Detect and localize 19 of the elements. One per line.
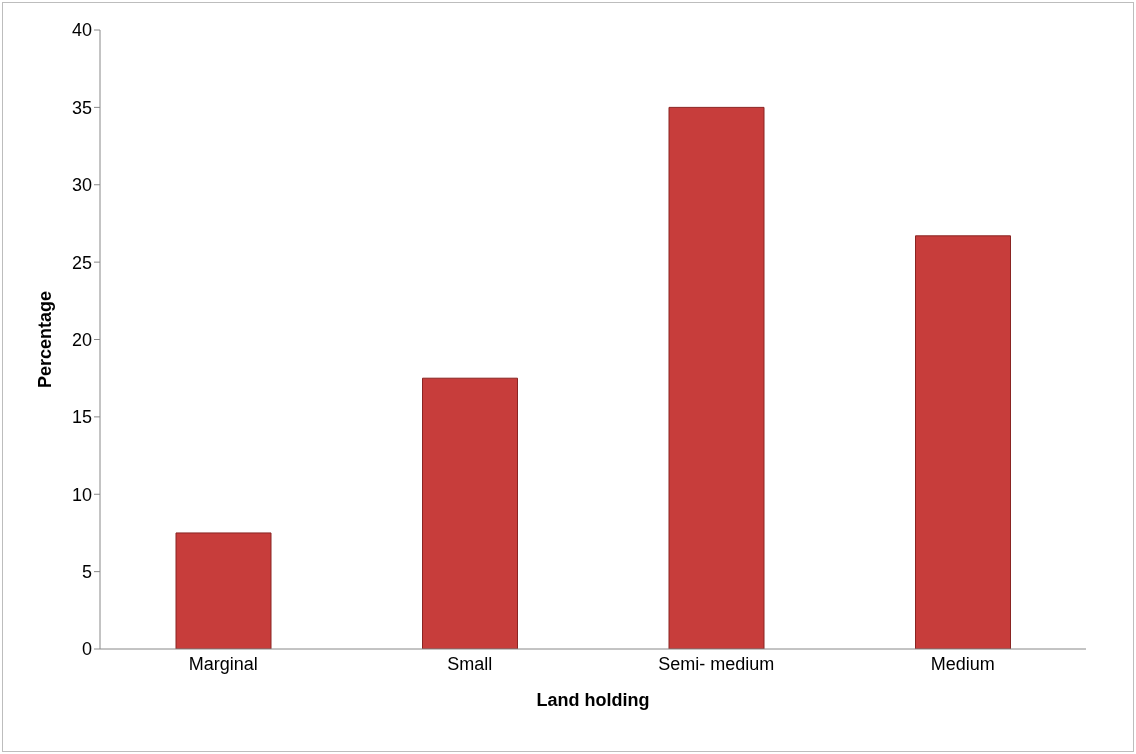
bar [915,235,1011,649]
x-tick-label: Semi- medium [658,653,775,674]
bar [175,532,272,649]
y-tick-label: 35 [71,97,92,118]
y-tick-label: 40 [71,20,92,41]
y-tick-label: 5 [81,562,92,583]
y-tick-label: 15 [71,407,92,428]
bar [422,377,518,649]
y-tick-label: 30 [71,175,92,196]
x-tick-label: Small [447,653,493,674]
y-tick-label: 25 [71,252,92,273]
y-tick-label: 10 [71,484,92,505]
x-axis-title: Land holding [536,690,650,710]
bar [668,106,765,649]
x-tick-label: Medium [930,653,995,674]
x-tick-label: Marginal [188,653,258,674]
y-tick-label: 20 [71,329,92,350]
y-tick-label: 0 [81,639,92,660]
y-axis-title: Percentage [35,290,56,389]
